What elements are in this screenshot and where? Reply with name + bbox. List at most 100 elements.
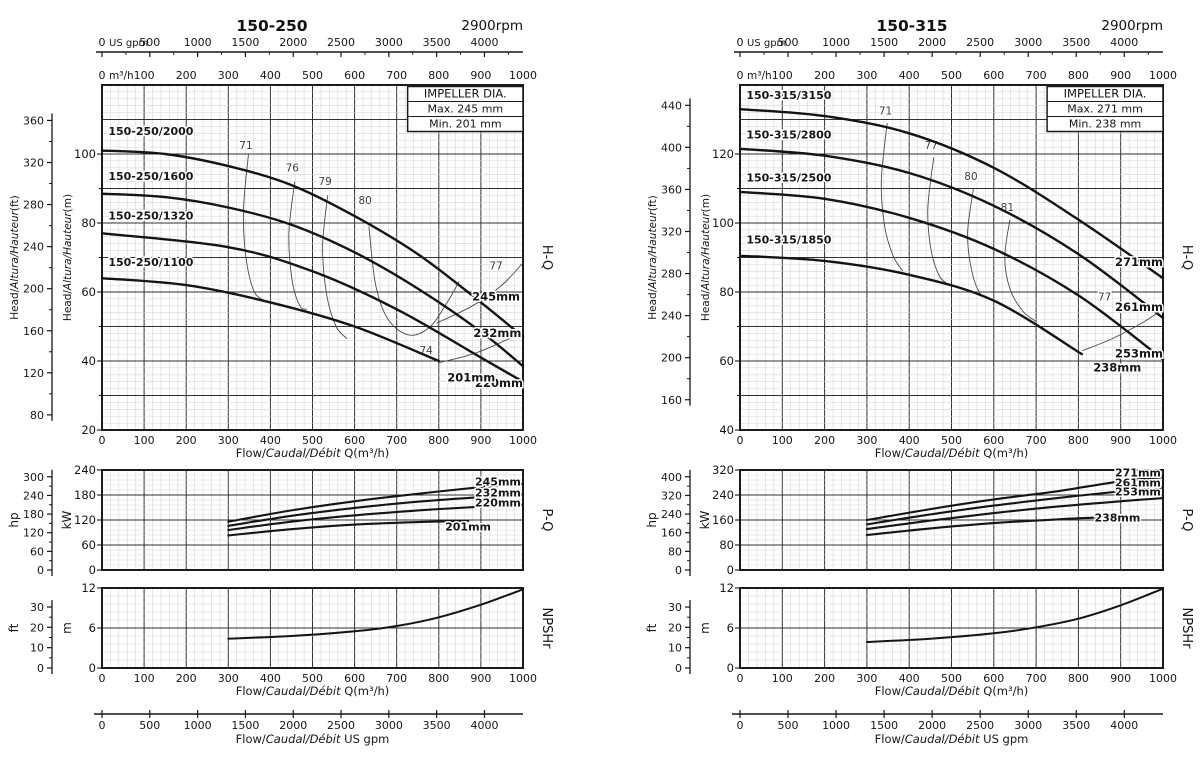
hq-curve-245mm xyxy=(100,149,525,339)
m3h-tick-label: 500 xyxy=(941,69,962,82)
gpm-tick-label: 3000 xyxy=(375,719,403,732)
flow-axis-title: Flow/Caudal/Débit Q(m³/h) xyxy=(875,684,1029,698)
hq-x-tick-label: 200 xyxy=(176,434,197,447)
npsh-m-tick-label: 12 xyxy=(81,581,96,595)
npsh-x-tick-label: 500 xyxy=(941,672,962,685)
ruler-tick-label: 20 xyxy=(30,621,44,634)
hq-x-tick-label: 100 xyxy=(134,434,155,447)
efficiency-contour-71 xyxy=(880,122,904,272)
gpm-tick-label: 3500 xyxy=(1062,36,1090,49)
impeller-size-label: 271mm xyxy=(1115,255,1163,269)
npsh-x-tick-label: 400 xyxy=(899,672,920,685)
hq-x-tick-label: 300 xyxy=(218,434,239,447)
impeller-box-title: IMPELLER DIA. xyxy=(424,87,507,101)
m3h-tick-label: 200 xyxy=(814,69,835,82)
ruler-tick-label: 360 xyxy=(23,114,44,127)
hq-x-tick-label: 900 xyxy=(470,434,491,447)
m-tick-label: 100 xyxy=(74,147,96,161)
pq-curve-245mm xyxy=(227,482,525,523)
impeller-box-min: Min. 238 mm xyxy=(1069,118,1141,131)
hq-side-label: H-Q xyxy=(539,245,554,270)
impeller-size-label: 220mm xyxy=(475,497,521,510)
impeller-dia-box: IMPELLER DIA. Max. 245 mm Min. 201 mm xyxy=(406,85,524,133)
npsh-x-tick-label: 200 xyxy=(176,672,197,685)
ruler-tick-label: 60 xyxy=(30,545,44,558)
ruler-tick-label: 400 xyxy=(661,471,682,484)
pq-side-label: P-Q xyxy=(1179,509,1194,532)
impeller-dia-box: IMPELLER DIA. Max. 271 mm Min. 238 mm xyxy=(1046,85,1164,133)
m3h-tick-label: 700 xyxy=(386,69,407,82)
npsh-x-tick-label: 1000 xyxy=(1149,672,1177,685)
efficiency-label: 77 xyxy=(489,261,502,273)
kw-axis-title: kW xyxy=(60,510,74,529)
m3h-tick-label: 900 xyxy=(470,69,491,82)
flow-axis-title: Flow/Caudal/Débit Q(m³/h) xyxy=(236,684,390,698)
bottom-gpm-axis: 0 500 1000 1500 2000 2500 3000 3500 4000 Flow/Cau… xyxy=(94,710,523,746)
hq-x-tick-label: 300 xyxy=(856,434,877,447)
ruler-tick-label: 300 xyxy=(23,471,44,484)
hq-x-tick-label: 400 xyxy=(260,434,281,447)
ruler-tick-label: 440 xyxy=(661,99,682,112)
gpm-unit-label: US gpm xyxy=(109,38,148,49)
npsh-x-tick-label: 600 xyxy=(983,672,1004,685)
hp-axis-title: hp xyxy=(7,512,21,527)
panel-title: 150-250 xyxy=(236,17,307,35)
npsh-m-tick-label: 6 xyxy=(89,621,96,635)
hq-curve-220mm xyxy=(100,232,525,383)
ruler-tick-label: 400 xyxy=(661,141,682,154)
gpm-tick-label: 3000 xyxy=(1014,719,1042,732)
hq-x-tick-label: 900 xyxy=(1110,434,1131,447)
kw-tick-label: 180 xyxy=(74,488,96,502)
hq-x-tick-label: 0 xyxy=(737,434,744,447)
hq-plot: 717679807774150-250/2000245mm150-250/160… xyxy=(9,84,554,437)
kw-tick-label: 160 xyxy=(712,513,734,527)
gpm-tick-label: 2000 xyxy=(918,36,946,49)
hq-x-tick-label: 600 xyxy=(983,434,1004,447)
gpm-tick-label: 500 xyxy=(778,719,799,732)
hq-x-tick-label: 500 xyxy=(302,434,323,447)
kw-tick-label: 80 xyxy=(719,538,734,552)
m3h-tick-label: 800 xyxy=(428,69,449,82)
ruler-tick-label: 160 xyxy=(23,325,44,338)
npsh-x-tick-label: 0 xyxy=(99,672,106,685)
gpm-tick-label: 1500 xyxy=(231,36,259,49)
m-tick-label: 60 xyxy=(81,285,96,299)
gpm-tick-label: 4000 xyxy=(470,719,498,732)
efficiency-label: 76 xyxy=(286,162,300,174)
gpm-tick-label: 1000 xyxy=(822,719,850,732)
pq-curve-253mm xyxy=(865,497,1165,531)
m3h-tick-label: 1000 xyxy=(509,69,537,82)
npsh-x-tick-label: 200 xyxy=(814,672,835,685)
hp-axis-title: hp xyxy=(645,512,659,527)
flow-axis-title: Flow/Caudal/Débit Q(m³/h) xyxy=(875,446,1029,460)
gpm-tick-label: 2500 xyxy=(327,36,355,49)
npsh-m-tick-label: 0 xyxy=(89,661,96,675)
curve-name-label: 150-315/3150 xyxy=(746,89,831,102)
npshr-side-label: NPSHr xyxy=(539,608,554,650)
impeller-size-label: 201mm xyxy=(445,520,491,533)
ruler-tick-label: 280 xyxy=(661,268,682,281)
m3h-unit-label: m³/h xyxy=(109,70,134,82)
m3h-tick-label: 300 xyxy=(856,69,877,82)
efficiency-contour-81 xyxy=(1004,219,1037,322)
m-tick-label: 40 xyxy=(81,354,96,368)
npsh-x-tick-label: 900 xyxy=(470,672,491,685)
gpm-tick-label: 3000 xyxy=(1014,36,1042,49)
curve-name-label: 150-315/1850 xyxy=(746,234,831,247)
gpm-tick-label: 0 xyxy=(99,719,106,732)
top-gpm-axis: 0 500 1000 1500 2000 2500 3000 3500 4000 US gpm xyxy=(734,36,1163,57)
ruler-tick-label: 280 xyxy=(23,199,44,212)
m3h-tick-label: 400 xyxy=(260,69,281,82)
hq-curve-253mm xyxy=(738,190,1165,361)
kw-tick-label: 240 xyxy=(74,463,96,477)
gpm-tick-label: 3500 xyxy=(423,36,451,49)
ruler-tick-label: 80 xyxy=(668,545,682,558)
efficiency-contour-74 xyxy=(438,331,524,364)
impeller-size-label: 261mm xyxy=(1115,300,1163,314)
gpm-tick-label: 2000 xyxy=(279,36,307,49)
ruler-tick-label: 320 xyxy=(661,226,682,239)
impeller-size-label: 232mm xyxy=(473,326,521,340)
gpm-tick-label: 1000 xyxy=(184,36,212,49)
